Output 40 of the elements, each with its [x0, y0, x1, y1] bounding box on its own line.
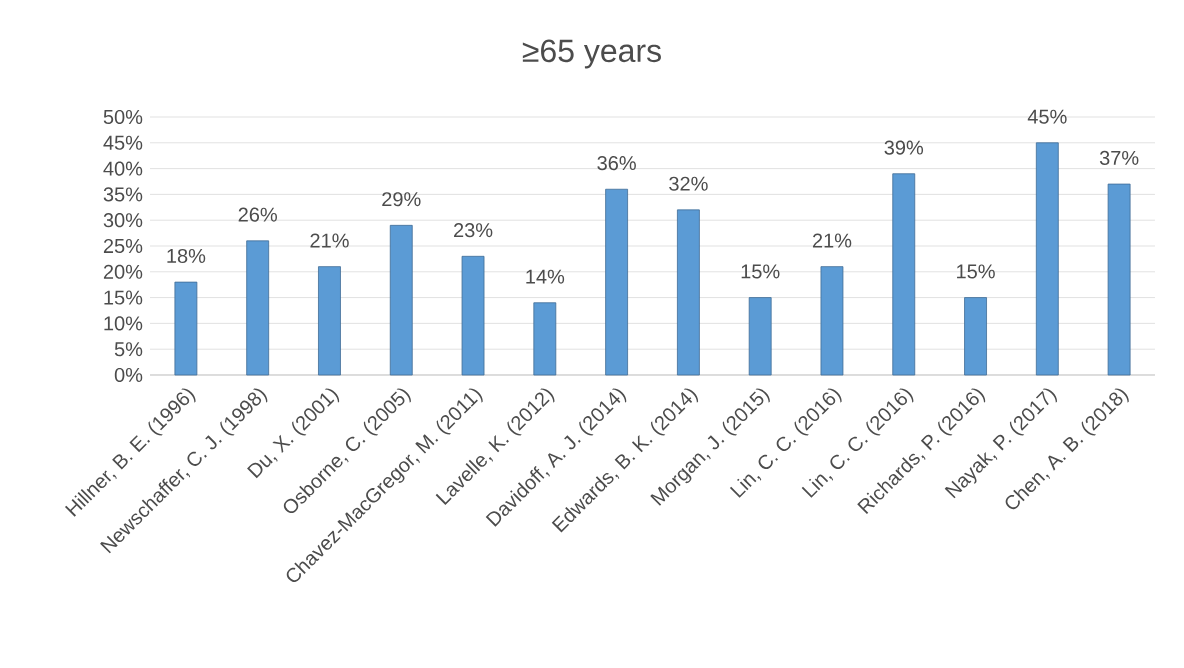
- data-label: 15%: [741, 264, 780, 279]
- y-tick-label: 20%: [103, 264, 143, 279]
- y-tick-label: 5%: [114, 342, 143, 357]
- data-label: 21%: [310, 233, 349, 248]
- y-tick-label: 45%: [103, 135, 143, 150]
- data-label: 15%: [957, 264, 995, 279]
- data-label: 23%: [454, 223, 493, 238]
- bar: [174, 281, 198, 376]
- y-tick-label: 50%: [103, 109, 143, 125]
- y-tick-label: 30%: [103, 213, 143, 228]
- bar: [389, 224, 413, 376]
- bar: [1035, 142, 1059, 376]
- bar: [605, 188, 629, 376]
- bar: [964, 297, 987, 376]
- data-label: 37%: [1099, 150, 1139, 165]
- bar: [676, 209, 700, 376]
- bar: [820, 266, 844, 376]
- data-label: 32%: [669, 176, 708, 191]
- y-tick-label: 0%: [114, 367, 143, 383]
- bar: [1107, 183, 1131, 376]
- chart-title: ≥65 years: [522, 39, 661, 69]
- data-label: 18%: [167, 248, 206, 264]
- data-label: 39%: [884, 140, 924, 155]
- bar: [748, 297, 772, 376]
- data-label: 21%: [812, 233, 852, 248]
- data-label: 29%: [382, 192, 421, 207]
- y-tick-label: 40%: [103, 161, 143, 176]
- data-label: 45%: [1027, 109, 1067, 124]
- bar: [246, 240, 270, 376]
- bar: [461, 255, 485, 376]
- y-tick-label: 10%: [104, 316, 143, 331]
- y-tick-label: 15%: [104, 290, 143, 305]
- bar: [892, 173, 916, 376]
- data-label: 26%: [238, 207, 277, 222]
- bar: [533, 302, 557, 376]
- data-label: 14%: [526, 269, 565, 284]
- bar: [318, 266, 341, 376]
- y-tick-label: 25%: [103, 238, 143, 254]
- y-tick-label: 35%: [103, 187, 143, 202]
- data-label: 36%: [597, 156, 636, 171]
